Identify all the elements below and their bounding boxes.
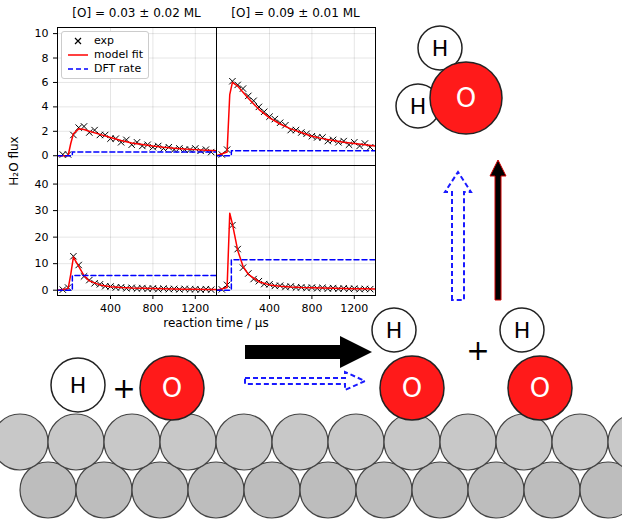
html-text:model fit: model fit: [94, 48, 143, 61]
svg-text:800: 800: [301, 302, 322, 315]
svg-text:6: 6: [42, 76, 49, 89]
html-text:DFT rate: DFT rate: [94, 62, 142, 75]
svg-text:20: 20: [35, 231, 49, 244]
svg-text:O: O: [402, 373, 422, 403]
svg-text:H: H: [70, 373, 87, 398]
svg-text:H: H: [386, 318, 403, 343]
html-text:reaction time / µs: reaction time / µs: [163, 316, 269, 330]
svg-text:4: 4: [42, 100, 49, 113]
html-text:H₂O flux: H₂O flux: [7, 136, 21, 186]
svg-text:+: +: [112, 372, 135, 405]
svg-text:H: H: [410, 94, 427, 119]
svg-text:10: 10: [35, 257, 49, 270]
svg-text:0: 0: [42, 149, 49, 162]
svg-text:10: 10: [35, 27, 49, 40]
svg-text:400: 400: [100, 302, 121, 315]
svg-text:1200: 1200: [181, 302, 209, 315]
svg-text:1200: 1200: [340, 302, 368, 315]
html-text:[O] = 0.03 ± 0.02 ML: [O] = 0.03 ± 0.02 ML: [72, 6, 201, 20]
svg-text:O: O: [162, 373, 182, 403]
svg-text:400: 400: [259, 302, 280, 315]
svg-text:40: 40: [35, 178, 49, 191]
svg-text:O: O: [456, 83, 476, 113]
svg-text:30: 30: [35, 204, 49, 217]
svg-text:H: H: [514, 318, 531, 343]
svg-text:8: 8: [42, 52, 49, 65]
svg-text:2: 2: [42, 125, 49, 138]
svg-text:0: 0: [42, 284, 49, 297]
svg-text:O: O: [530, 373, 550, 403]
svg-text:H: H: [432, 36, 449, 61]
html-text:exp: exp: [94, 34, 115, 47]
svg-text:+: +: [466, 334, 489, 367]
svg-text:800: 800: [142, 302, 163, 315]
html-text:[O] = 0.09 ± 0.01 ML: [O] = 0.09 ± 0.01 ML: [231, 6, 360, 20]
